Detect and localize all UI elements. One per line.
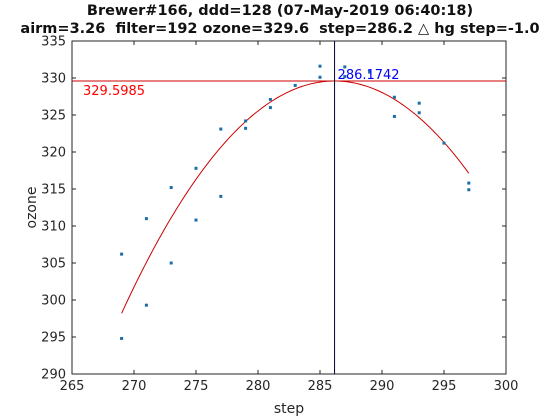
- y-tick-label: 295: [41, 331, 66, 346]
- y-axis-label: ozone: [24, 187, 40, 229]
- data-point: [169, 261, 173, 265]
- x-tick-label: 280: [246, 379, 271, 394]
- data-point: [343, 65, 347, 69]
- data-point: [219, 194, 223, 198]
- max-ozone-annotation: 329.5985: [83, 84, 145, 99]
- data-point: [169, 186, 173, 190]
- data-point: [293, 83, 297, 87]
- data-point: [219, 127, 223, 131]
- y-tick-label: 300: [41, 294, 66, 309]
- data-point: [120, 252, 124, 256]
- chart-title-line2: airm=3.26 filter=192 ozone=329.6 step=28…: [20, 21, 540, 37]
- data-point: [417, 101, 421, 105]
- data-point: [144, 217, 148, 221]
- y-tick-label: 335: [41, 35, 66, 50]
- data-point: [368, 70, 372, 74]
- data-point: [194, 166, 198, 170]
- data-point: [244, 119, 248, 123]
- data-point: [442, 141, 446, 145]
- y-tick-label: 325: [41, 109, 66, 124]
- y-tick-label: 310: [41, 220, 66, 235]
- max-step-annotation: 286.1742: [338, 68, 400, 83]
- y-tick-label: 330: [41, 72, 66, 87]
- x-tick-label: 285: [308, 379, 333, 394]
- data-point: [194, 218, 198, 222]
- chart-title-line1: Brewer#166, ddd=128 (07-May-2019 06:40:1…: [86, 3, 474, 19]
- y-tick-label: 315: [41, 183, 66, 198]
- x-tick-label: 270: [122, 379, 147, 394]
- data-point: [392, 114, 396, 118]
- x-tick-label: 300: [494, 379, 519, 394]
- data-point: [318, 75, 322, 79]
- x-tick-label: 295: [432, 379, 457, 394]
- data-point: [467, 188, 471, 192]
- plot-area: [71, 40, 507, 375]
- y-tick-label: 305: [41, 257, 66, 272]
- data-point: [120, 336, 124, 340]
- x-tick-label: 275: [184, 379, 209, 394]
- data-point: [343, 75, 347, 79]
- fit-curve: [121, 80, 470, 314]
- data-point: [268, 106, 272, 110]
- data-point: [392, 95, 396, 99]
- data-point: [144, 303, 148, 307]
- x-tick-label: 290: [370, 379, 395, 394]
- data-point: [467, 181, 471, 185]
- x-tick-label: 265: [60, 379, 85, 394]
- y-tick-label: 320: [41, 146, 66, 161]
- data-point: [318, 64, 322, 68]
- data-point: [268, 97, 272, 101]
- data-point: [417, 111, 421, 115]
- data-point: [244, 126, 248, 130]
- x-axis-label: step: [274, 401, 304, 417]
- y-tick-label: 290: [41, 368, 66, 383]
